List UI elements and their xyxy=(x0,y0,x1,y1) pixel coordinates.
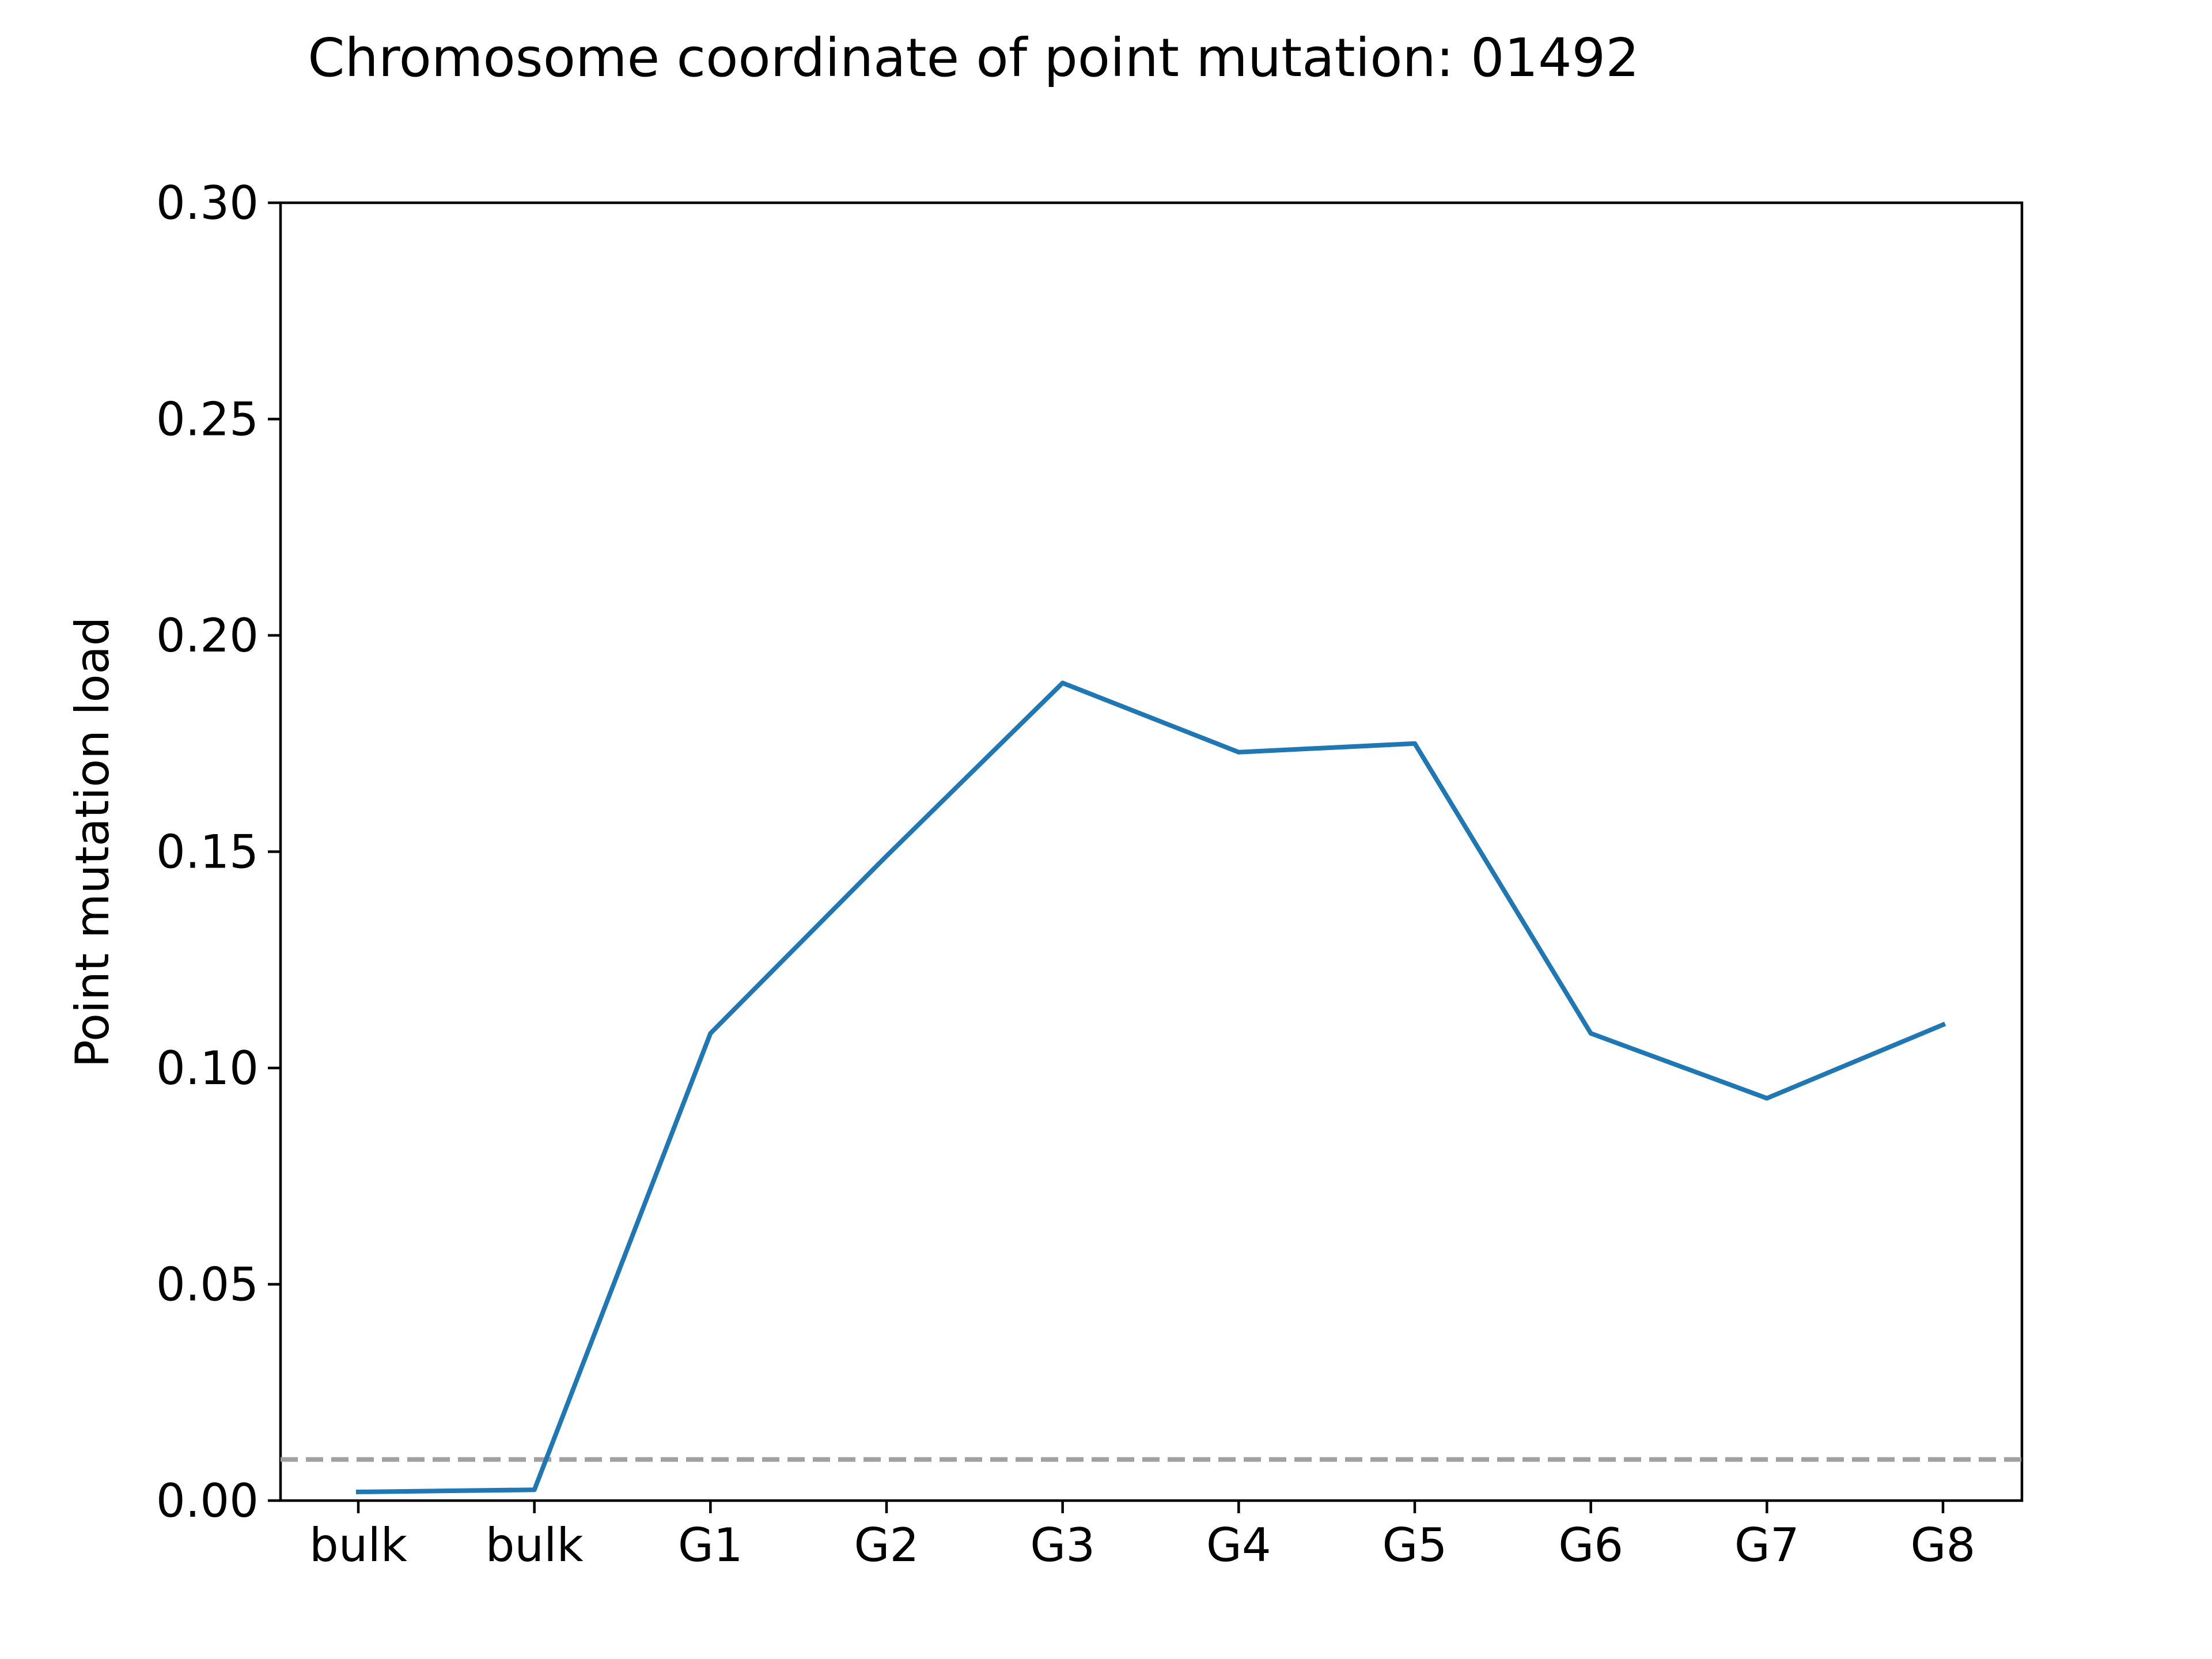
x-tick-label: G7 xyxy=(1734,1518,1800,1572)
y-tick-label: 0.10 xyxy=(156,1041,259,1095)
x-tick-label: G4 xyxy=(1206,1518,1271,1572)
y-tick-label: 0.05 xyxy=(156,1258,259,1312)
series-line xyxy=(355,680,1946,1495)
plot-area xyxy=(279,201,2024,1502)
x-tick-label: G2 xyxy=(854,1518,919,1572)
x-tick-label: bulk xyxy=(486,1518,584,1572)
x-tick-label: G5 xyxy=(1382,1518,1448,1572)
x-tick-label: G3 xyxy=(1030,1518,1095,1572)
y-axis-ticks: 0.00 0.05 0.10 0.15 0.20 0.25 0.30 xyxy=(156,176,281,1528)
y-tick-label: 0.30 xyxy=(156,176,259,230)
y-tick-label: 0.15 xyxy=(156,825,259,879)
y-axis-label: Point mutation load xyxy=(66,617,119,1068)
series-group xyxy=(355,680,1946,1495)
x-tick-label: G1 xyxy=(678,1518,743,1572)
chart-title: Chromosome coordinate of point mutation:… xyxy=(308,27,1639,89)
x-tick-label: G8 xyxy=(1911,1518,1976,1572)
y-tick-label: 0.00 xyxy=(156,1474,259,1528)
plot-frame xyxy=(279,201,2024,1502)
x-tick-label: bulk xyxy=(309,1518,408,1572)
x-axis-ticks: bulk bulk G1 G2 G3 G4 G5 G6 G7 G8 xyxy=(309,1501,1975,1572)
y-tick-label: 0.25 xyxy=(156,393,259,446)
data-point xyxy=(358,1491,359,1493)
data-point xyxy=(1942,1024,1944,1025)
y-tick-label: 0.20 xyxy=(156,609,259,662)
x-tick-label: G6 xyxy=(1558,1518,1623,1572)
